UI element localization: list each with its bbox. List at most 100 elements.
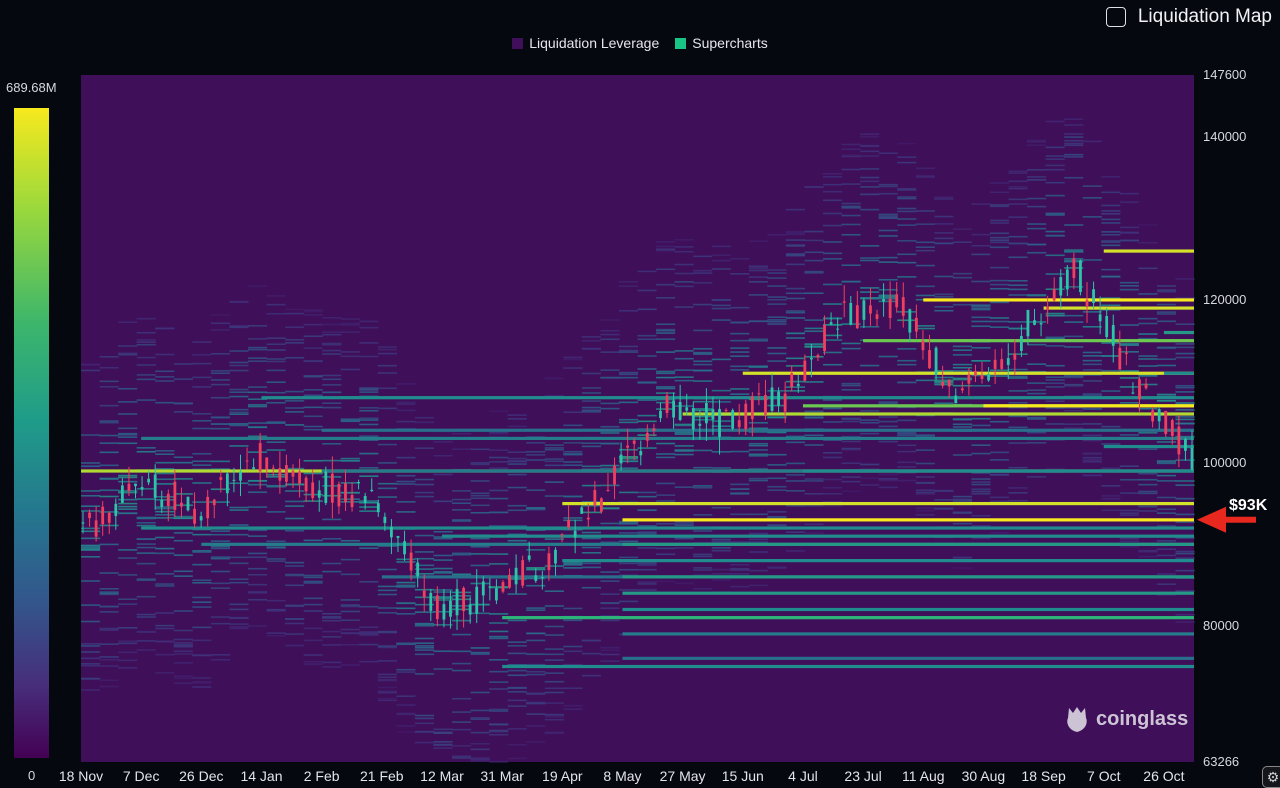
candle-body [718,408,721,437]
liquidation-level [502,616,1194,620]
heatmap-band [285,517,305,520]
heatmap-band [489,710,509,712]
heatmap-band [118,627,138,629]
candle-body [271,467,275,469]
heatmap-band [340,628,360,631]
heatmap-band [823,334,843,337]
heatmap-band [285,411,305,413]
heatmap-band [396,712,416,715]
heatmap-band [470,651,490,654]
heatmap-band [785,462,806,465]
heatmap-band [878,215,898,217]
heatmap-band [860,180,880,183]
heatmap-band [173,517,193,519]
heatmap-band [247,556,268,559]
heatmap-band [99,434,119,437]
heatmap-band [1138,337,1158,340]
heatmap-band [414,649,435,651]
heatmap-band [656,386,676,388]
heatmap-band [581,537,601,540]
legend-item-liquidation-leverage[interactable]: Liquidation Leverage [512,35,659,51]
heatmap-band [785,254,806,256]
heatmap-band [452,519,472,522]
heatmap-band [934,306,954,308]
heatmap-band [1138,358,1158,360]
heatmap-band [118,432,138,435]
heatmap-band [470,448,490,451]
heatmap-band [414,534,435,537]
heatmap-band [693,408,713,410]
heatmap-band [878,152,898,154]
candle-body [166,493,170,507]
candle-body [147,478,151,483]
heatmap-band [544,713,564,716]
legend-item-supercharts[interactable]: Supercharts [675,35,768,51]
heatmap-band [544,648,564,650]
heatmap-band [693,466,713,469]
heatmap-band [748,455,768,457]
heatmap-band [989,375,1010,377]
x-tick-label: 4 Jul [788,768,818,784]
heatmap-band [285,622,305,625]
heatmap-band [1119,377,1139,379]
heatmap-band [748,265,768,268]
heatmap-band [1027,382,1047,384]
heatmap-band [823,339,843,341]
heatmap-band [897,142,917,145]
heatmap-band [1082,439,1102,442]
heatmap-band [878,425,898,428]
coinglass-logo-icon [1067,707,1087,732]
candle-body [1098,314,1102,322]
heatmap-band [897,431,917,434]
heatmap-band [229,524,249,526]
heatmap-band [563,567,583,569]
heatmap-band [489,637,509,640]
liquidation-map-toggle[interactable]: Liquidation Map [1105,6,1272,28]
heatmap-band [860,259,880,262]
heatmap-band [581,566,601,569]
heatmap-band [563,562,583,564]
heatmap-band [878,297,898,300]
heatmap-band [266,558,286,560]
heatmap-band [860,410,880,412]
heatmap-band [1156,496,1177,499]
heatmap-band [767,489,787,491]
heatmap-band [99,464,119,467]
heatmap-band [359,435,379,437]
heatmap-band [544,634,564,636]
heatmap-band [1119,465,1139,468]
heatmap-band [674,246,694,248]
heatmap-band [915,513,935,516]
candle-body [1072,258,1076,279]
heatmap-band [748,240,768,243]
heatmap-band [433,732,453,735]
heatmap-band [340,355,360,358]
settings-icon[interactable]: ⚙ [1262,766,1280,788]
heatmap-band [155,653,175,656]
heatmap-band [785,550,806,552]
heatmap-band [952,454,972,456]
heatmap-band [489,553,509,555]
candle-body [278,468,282,481]
heatmap-band [915,493,935,495]
heatmap-band [637,308,657,311]
heatmap-band [1045,254,1065,257]
heatmap-band [210,653,230,656]
heatmap-band [618,600,639,603]
heatmap-band [118,413,138,415]
liquidation-map-checkbox[interactable] [1105,7,1126,27]
heatmap-band [1138,241,1158,244]
candle-body [153,474,157,498]
heatmap-band [396,403,416,405]
heatmap-band [118,642,138,645]
heatmap-band [1175,346,1195,349]
heatmap-band [526,567,546,569]
heatmap-band [303,347,323,350]
heatmap-band [229,350,249,352]
candle-body [593,489,597,506]
candle-body [409,552,413,571]
heatmap-band [748,513,768,516]
heatmap-band [1138,293,1158,295]
heatmap-band [173,515,193,518]
